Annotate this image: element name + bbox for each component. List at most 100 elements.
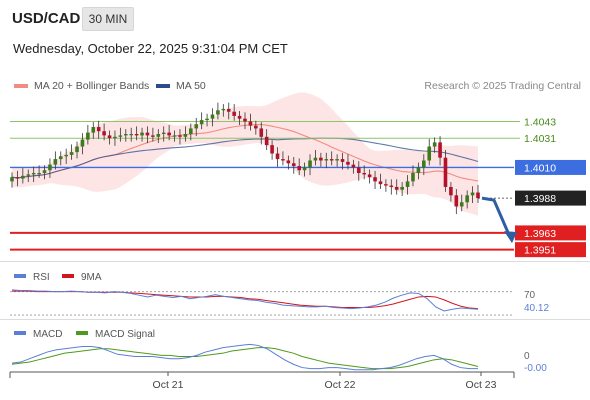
candle-body xyxy=(69,152,74,155)
candle-body xyxy=(389,185,394,187)
candle-body xyxy=(465,195,469,203)
candle-body xyxy=(438,142,442,158)
macd-signal-line xyxy=(11,347,479,370)
symbol-title: USD/CAD xyxy=(12,10,81,27)
candle-body xyxy=(275,153,280,160)
level-label-last: 1.3988 xyxy=(524,193,556,205)
rsi-level-label: 70 xyxy=(524,290,536,301)
timestamp: Wednesday, October 22, 2025 9:31:04 PM C… xyxy=(13,41,288,56)
candle-body xyxy=(145,132,150,136)
candle-body xyxy=(37,173,41,175)
candle-body xyxy=(58,156,63,160)
timeframe-button[interactable]: 30 MIN xyxy=(82,7,134,31)
candle-body xyxy=(15,177,20,179)
candle-body xyxy=(400,186,404,190)
bollinger-band-area xyxy=(12,92,478,216)
candle-body xyxy=(340,159,345,162)
candle-body xyxy=(302,167,307,171)
candle-body xyxy=(102,131,106,136)
candle-body xyxy=(205,118,209,121)
candle-body xyxy=(270,145,274,154)
candle-body xyxy=(26,174,31,176)
forecast-arrow-line xyxy=(481,196,512,238)
candle-body xyxy=(210,114,215,119)
candle-body xyxy=(237,115,242,119)
candle-body xyxy=(319,157,323,161)
candle-body xyxy=(405,181,410,187)
candle-body xyxy=(449,186,453,196)
candle-body xyxy=(324,159,329,161)
level-label-resistance: 1.4043 xyxy=(524,116,556,128)
rsi-value-label: 40.12 xyxy=(524,303,549,314)
candle-body xyxy=(308,160,312,168)
candle-body xyxy=(48,164,52,171)
candle-body xyxy=(378,181,383,185)
candle-body xyxy=(151,135,155,137)
legend-ma50: MA 50 xyxy=(156,80,206,92)
candle-body xyxy=(216,110,220,115)
candle-body xyxy=(454,195,459,207)
candle-body xyxy=(313,157,318,161)
rsi-ma-legend-label: 9MA xyxy=(81,272,102,283)
rsi-legend-label: RSI xyxy=(33,272,50,283)
macd-line xyxy=(11,343,478,371)
level-label-resistance: 1.4031 xyxy=(524,133,556,145)
candle-body xyxy=(64,154,68,157)
candle-body xyxy=(416,167,421,174)
x-tick-label: Oct 22 xyxy=(325,379,356,391)
candle-body xyxy=(167,132,171,136)
level-label-support: 1.3963 xyxy=(524,228,556,240)
candle-body xyxy=(183,134,188,137)
candle-body xyxy=(281,159,285,161)
candle-body xyxy=(226,108,231,112)
candle-body xyxy=(42,170,47,174)
candle-body xyxy=(189,128,193,135)
candle-body xyxy=(232,111,236,116)
candle-body xyxy=(156,134,161,137)
candle-body xyxy=(21,175,25,179)
candle-body xyxy=(367,174,372,178)
rsi-line xyxy=(11,289,479,312)
legend-ma20: MA 20 + Bollinger Bands xyxy=(14,80,149,92)
level-label-box-pivot xyxy=(515,159,586,175)
candle-body xyxy=(86,132,90,140)
candle-body xyxy=(259,128,264,137)
credit-text: Research © 2025 Trading Central xyxy=(424,80,581,92)
candle-body xyxy=(254,125,258,129)
candle-body xyxy=(362,173,367,175)
candle-body xyxy=(432,142,437,147)
candle-body xyxy=(53,159,58,165)
macd-signal-swatch xyxy=(76,331,88,335)
forecast-arrow-head xyxy=(504,231,517,244)
candle-body xyxy=(10,177,14,182)
candle-body xyxy=(356,167,361,174)
candle-body xyxy=(194,124,199,129)
candle-body xyxy=(31,173,36,175)
candle-body xyxy=(248,121,253,126)
candle-body xyxy=(91,127,96,133)
candle-body xyxy=(422,160,426,168)
candle-body xyxy=(123,134,128,136)
candle-body xyxy=(96,127,101,132)
candle-body xyxy=(172,135,177,137)
ma20-swatch xyxy=(14,84,28,88)
candle-body xyxy=(346,161,350,165)
candle-body xyxy=(113,136,117,139)
x-tick-label: Oct 21 xyxy=(153,379,184,391)
candle-body xyxy=(411,173,415,182)
candle-body xyxy=(297,166,301,171)
macd-legend-label: MACD xyxy=(33,329,62,340)
level-label-support: 1.3951 xyxy=(524,245,556,257)
macd-level-label: 0 xyxy=(524,351,530,362)
candle-body xyxy=(75,146,79,153)
rsi-ma-swatch xyxy=(62,274,74,278)
rsi-pane-divider xyxy=(0,319,590,320)
candle-body xyxy=(286,160,291,164)
candle-body xyxy=(107,135,112,139)
candle-body xyxy=(243,118,247,122)
candle-body xyxy=(264,136,269,146)
candle-body xyxy=(335,159,339,161)
candle-body xyxy=(140,132,144,136)
x-tick-label: Oct 23 xyxy=(466,379,497,391)
